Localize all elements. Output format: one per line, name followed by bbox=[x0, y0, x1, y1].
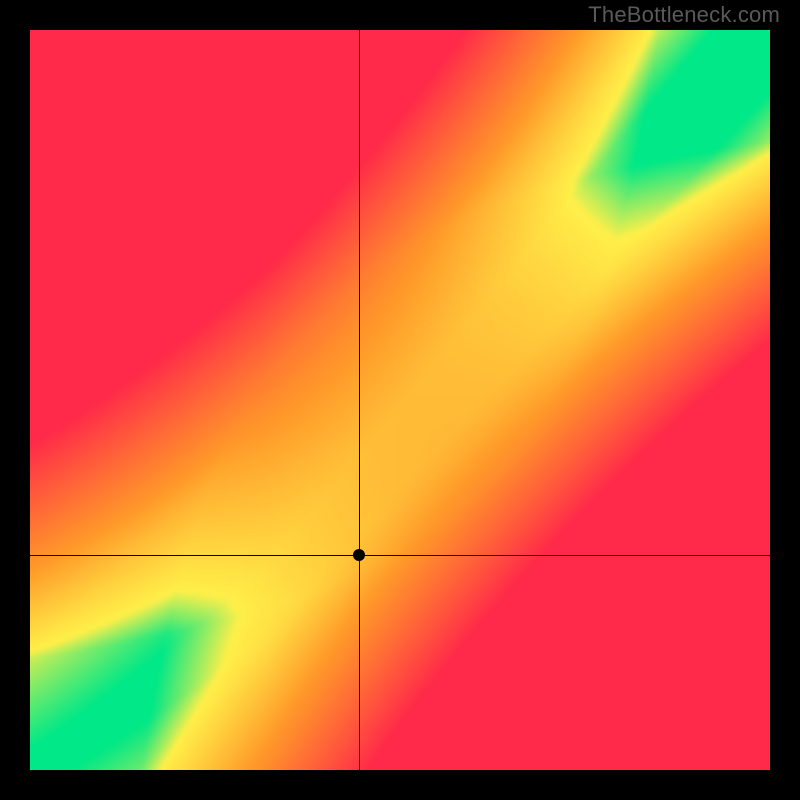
chart-container: TheBottleneck.com bbox=[0, 0, 800, 800]
crosshair-marker-dot bbox=[353, 549, 365, 561]
crosshair-vertical-line bbox=[359, 30, 360, 770]
crosshair-horizontal-line bbox=[30, 555, 770, 556]
watermark-text: TheBottleneck.com bbox=[588, 2, 780, 28]
bottleneck-heatmap bbox=[30, 30, 770, 770]
